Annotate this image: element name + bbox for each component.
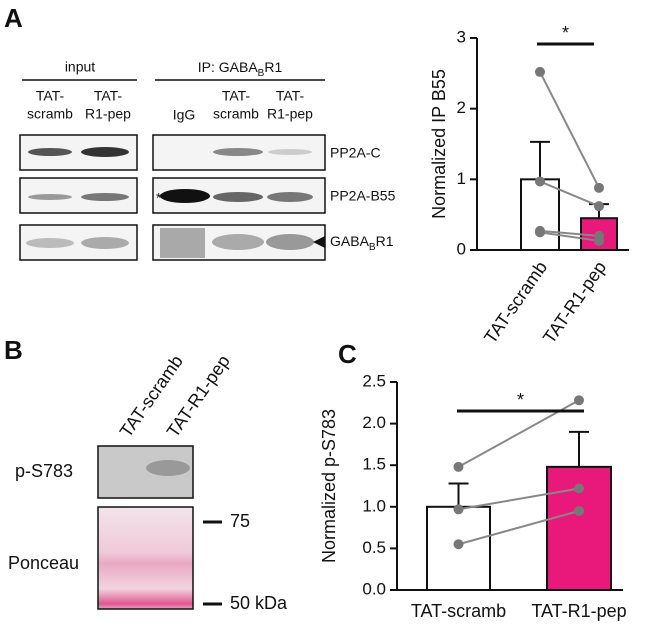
band-label: GABABR1 bbox=[330, 233, 394, 253]
lane-label: TAT- bbox=[94, 88, 123, 104]
band-sub: B bbox=[369, 242, 376, 253]
bar bbox=[520, 178, 560, 251]
band bbox=[28, 194, 72, 200]
band bbox=[28, 148, 72, 156]
data-point bbox=[453, 461, 464, 472]
marker-label: 50 kDa bbox=[230, 593, 288, 613]
data-point bbox=[594, 201, 604, 212]
band bbox=[266, 234, 314, 250]
band bbox=[81, 193, 129, 201]
marker-label: 75 bbox=[230, 511, 250, 531]
row-label: p-S783 bbox=[15, 461, 73, 481]
band bbox=[160, 228, 205, 258]
band-tail: R1 bbox=[376, 233, 394, 249]
y-tick-label: 2 bbox=[457, 98, 466, 117]
band-label: PP2A-B55 bbox=[330, 188, 396, 204]
y-tick-label: 2.0 bbox=[362, 413, 386, 432]
lane-label: IgG bbox=[173, 107, 196, 123]
arrowhead bbox=[313, 236, 325, 248]
row-label: Ponceau bbox=[8, 553, 79, 573]
x-tick-label: TAT-R1-pep bbox=[531, 601, 626, 621]
panel-letter: C bbox=[338, 339, 357, 369]
lane-label: TAT- bbox=[36, 88, 65, 104]
band bbox=[160, 189, 210, 203]
y-tick-label: 1.0 bbox=[362, 496, 386, 515]
ip-sub: B bbox=[258, 68, 265, 79]
panel-letter: B bbox=[4, 335, 23, 365]
band bbox=[213, 192, 263, 202]
blots bbox=[19, 134, 326, 261]
band bbox=[267, 192, 313, 202]
data-point bbox=[453, 504, 464, 515]
ip-tail: R1 bbox=[264, 59, 282, 75]
data-point bbox=[574, 395, 584, 406]
band bbox=[212, 234, 264, 250]
data-point bbox=[535, 66, 545, 77]
pair-line bbox=[539, 231, 600, 242]
ip-label: IP: GABABR1 bbox=[198, 59, 283, 79]
y-tick-label: 2.5 bbox=[362, 371, 386, 390]
band bbox=[146, 460, 190, 476]
data-point bbox=[574, 483, 584, 494]
data-point bbox=[453, 539, 464, 550]
asterisk: * bbox=[156, 190, 162, 206]
y-tick-label: 3 bbox=[457, 27, 466, 46]
y-tick-label: 0 bbox=[457, 239, 466, 258]
lane-label: scramb bbox=[213, 106, 259, 122]
lane-label: TAT- bbox=[276, 88, 305, 104]
significance-label: * bbox=[562, 23, 569, 43]
band bbox=[26, 238, 74, 248]
data-point bbox=[535, 176, 545, 187]
pair-line bbox=[458, 509, 580, 546]
band bbox=[81, 147, 129, 157]
band-labels: PP2A-C PP2A-B55 GABABR1 bbox=[330, 145, 396, 253]
data-point bbox=[535, 227, 545, 238]
y-axis-label: Normalized IP B55 bbox=[429, 69, 449, 219]
panel-letter: A bbox=[4, 3, 23, 33]
y-tick-label: 1 bbox=[457, 169, 466, 188]
y-tick-label: 0.5 bbox=[362, 538, 386, 557]
band-text: GABA bbox=[330, 233, 370, 249]
data-point bbox=[574, 505, 584, 516]
pair-line bbox=[539, 229, 600, 237]
lane-label: TAT- bbox=[222, 88, 251, 104]
lane-label: scramb bbox=[27, 106, 73, 122]
pair-line bbox=[539, 180, 600, 208]
pair-line bbox=[458, 487, 580, 511]
lane-labels: TAT-scramb TAT- R1-pep IgG TAT-scramb TAT- R1-… bbox=[27, 88, 313, 123]
band bbox=[81, 237, 129, 249]
significance-label: * bbox=[517, 390, 524, 410]
y-axis-label: Normalized p-S783 bbox=[319, 409, 339, 563]
y-tick-label: 1.5 bbox=[362, 455, 386, 474]
band bbox=[268, 149, 312, 155]
lane-label: R1-pep bbox=[267, 106, 313, 122]
input-label: input bbox=[65, 59, 95, 75]
data-point bbox=[594, 235, 604, 246]
lane-label: R1-pep bbox=[85, 106, 131, 122]
pair-line bbox=[539, 71, 600, 189]
ip-text: IP: GABA bbox=[198, 59, 259, 75]
band bbox=[213, 148, 263, 156]
data-point bbox=[594, 182, 604, 193]
blot bbox=[97, 506, 194, 610]
x-tick-label: TAT-scramb bbox=[411, 601, 506, 621]
band-label: PP2A-C bbox=[330, 145, 381, 161]
y-tick-label: 0.0 bbox=[362, 579, 386, 598]
